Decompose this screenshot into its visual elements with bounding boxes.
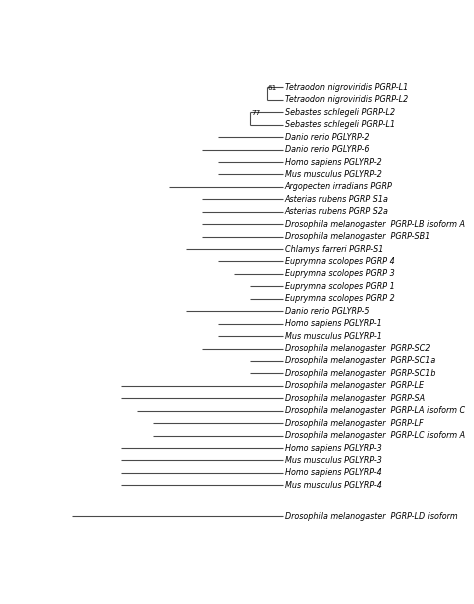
- Text: Drosophila melanogaster  PGRP-LB isoform A: Drosophila melanogaster PGRP-LB isoform …: [285, 220, 465, 229]
- Text: Euprymna scolopes PGRP 1: Euprymna scolopes PGRP 1: [285, 282, 394, 291]
- Text: Mus musculus PGLYRP-2: Mus musculus PGLYRP-2: [285, 170, 382, 179]
- Text: Sebastes schlegeli PGRP-L1: Sebastes schlegeli PGRP-L1: [285, 120, 395, 129]
- Text: Asterias rubens PGRP S1a: Asterias rubens PGRP S1a: [285, 195, 389, 204]
- Text: Asterias rubens PGRP S2a: Asterias rubens PGRP S2a: [285, 207, 389, 216]
- Text: Drosophila melanogaster  PGRP-SC1b: Drosophila melanogaster PGRP-SC1b: [285, 369, 435, 378]
- Text: Chlamys farreri PGRP-S1: Chlamys farreri PGRP-S1: [285, 245, 383, 254]
- Text: Homo sapiens PGLYRP-3: Homo sapiens PGLYRP-3: [285, 443, 382, 452]
- Text: Danio rerio PGLYRP-5: Danio rerio PGLYRP-5: [285, 307, 369, 316]
- Text: Sebastes schlegeli PGRP-L2: Sebastes schlegeli PGRP-L2: [285, 108, 395, 117]
- Text: 77: 77: [251, 110, 260, 116]
- Text: 61: 61: [267, 85, 276, 91]
- Text: Drosophila melanogaster  PGRP-SB1: Drosophila melanogaster PGRP-SB1: [285, 232, 430, 241]
- Text: Drosophila melanogaster  PGRP-SC2: Drosophila melanogaster PGRP-SC2: [285, 344, 430, 353]
- Text: Argopecten irradians PGRP: Argopecten irradians PGRP: [285, 182, 392, 191]
- Text: Mus musculus PGLYRP-1: Mus musculus PGLYRP-1: [285, 332, 382, 341]
- Text: Tetraodon nigroviridis PGRP-L1: Tetraodon nigroviridis PGRP-L1: [285, 83, 408, 92]
- Text: Homo sapiens PGLYRP-4: Homo sapiens PGLYRP-4: [285, 468, 382, 477]
- Text: Drosophila melanogaster  PGRP-LA isoform C: Drosophila melanogaster PGRP-LA isoform …: [285, 406, 465, 415]
- Text: Mus musculus PGLYRP-3: Mus musculus PGLYRP-3: [285, 456, 382, 465]
- Text: Drosophila melanogaster  PGRP-SC1a: Drosophila melanogaster PGRP-SC1a: [285, 356, 435, 365]
- Text: Euprymna scolopes PGRP 4: Euprymna scolopes PGRP 4: [285, 257, 394, 266]
- Text: Mus musculus PGLYRP-4: Mus musculus PGLYRP-4: [285, 481, 382, 490]
- Text: Drosophila melanogaster  PGRP-LF: Drosophila melanogaster PGRP-LF: [285, 419, 423, 428]
- Text: Tetraodon nigroviridis PGRP-L2: Tetraodon nigroviridis PGRP-L2: [285, 95, 408, 104]
- Text: Homo sapiens PGLYRP-1: Homo sapiens PGLYRP-1: [285, 319, 382, 328]
- Text: Homo sapiens PGLYRP-2: Homo sapiens PGLYRP-2: [285, 158, 382, 167]
- Text: Drosophila melanogaster  PGRP-LC isoform A: Drosophila melanogaster PGRP-LC isoform …: [285, 431, 465, 440]
- Text: Drosophila melanogaster  PGRP-LD isoform: Drosophila melanogaster PGRP-LD isoform: [285, 512, 457, 521]
- Text: Danio rerio PGLYRP-6: Danio rerio PGLYRP-6: [285, 145, 369, 154]
- Text: Drosophila melanogaster  PGRP-SA: Drosophila melanogaster PGRP-SA: [285, 394, 425, 403]
- Text: Danio rerio PGLYRP-2: Danio rerio PGLYRP-2: [285, 133, 369, 142]
- Text: Euprymna scolopes PGRP 2: Euprymna scolopes PGRP 2: [285, 294, 394, 303]
- Text: Drosophila melanogaster  PGRP-LE: Drosophila melanogaster PGRP-LE: [285, 381, 424, 390]
- Text: Euprymna scolopes PGRP 3: Euprymna scolopes PGRP 3: [285, 269, 394, 278]
